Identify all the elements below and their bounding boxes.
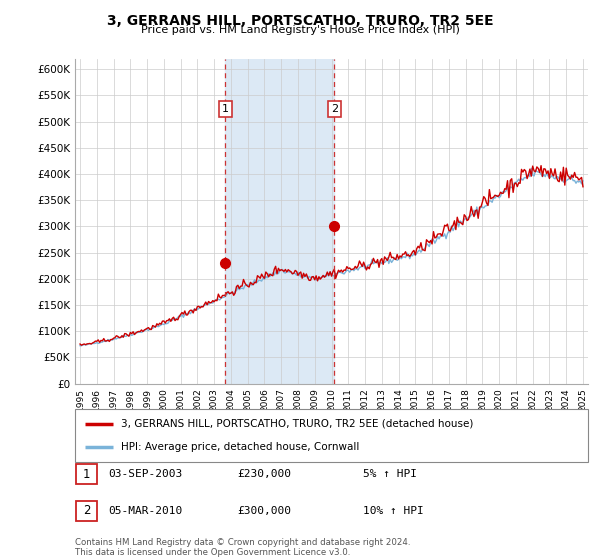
Text: 5% ↑ HPI: 5% ↑ HPI: [363, 469, 417, 479]
Text: Contains HM Land Registry data © Crown copyright and database right 2024.
This d: Contains HM Land Registry data © Crown c…: [75, 538, 410, 557]
Text: 3, GERRANS HILL, PORTSCATHO, TRURO, TR2 5EE: 3, GERRANS HILL, PORTSCATHO, TRURO, TR2 …: [107, 14, 493, 28]
Text: HPI: Average price, detached house, Cornwall: HPI: Average price, detached house, Corn…: [121, 442, 359, 452]
Text: 2: 2: [331, 104, 338, 114]
Bar: [226, 59, 334, 384]
Text: 03-SEP-2003: 03-SEP-2003: [108, 469, 182, 479]
Text: 1: 1: [83, 468, 90, 481]
Text: 10% ↑ HPI: 10% ↑ HPI: [363, 506, 424, 516]
Text: 1: 1: [222, 104, 229, 114]
Text: £230,000: £230,000: [237, 469, 291, 479]
Text: 3, GERRANS HILL, PORTSCATHO, TRURO, TR2 5EE (detached house): 3, GERRANS HILL, PORTSCATHO, TRURO, TR2 …: [121, 419, 473, 429]
Text: 2: 2: [83, 504, 90, 517]
Text: Price paid vs. HM Land Registry's House Price Index (HPI): Price paid vs. HM Land Registry's House …: [140, 25, 460, 35]
Text: 05-MAR-2010: 05-MAR-2010: [108, 506, 182, 516]
Text: £300,000: £300,000: [237, 506, 291, 516]
